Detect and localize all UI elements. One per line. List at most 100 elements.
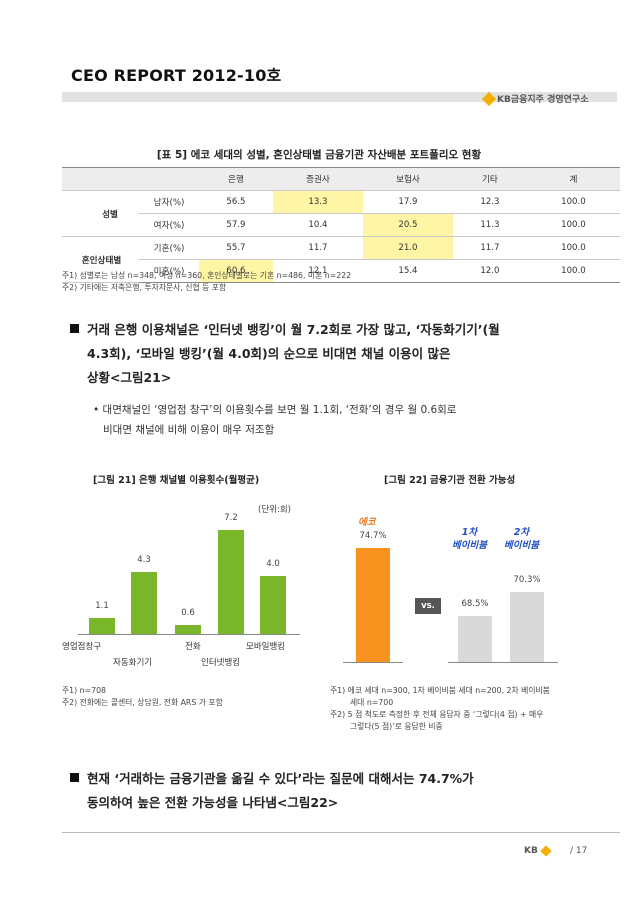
kb-star-icon (481, 91, 497, 106)
bar-value-label: 0.6 (181, 608, 195, 619)
figure21-note: 주1) n=708 (62, 686, 107, 695)
paragraph-line: 동의하여 높은 전환 가능성을 나타냄<그림22> (87, 795, 339, 810)
vs-badge: vs. (415, 598, 441, 614)
row-label: 남자(%) (139, 190, 199, 214)
figure22-note: 그렇다(5 점)’로 응답한 비중 (350, 722, 443, 731)
table-cell: 100.0 (526, 236, 620, 260)
footer-divider (62, 832, 620, 833)
table-cell: 100.0 (526, 259, 620, 283)
chart-bar (131, 571, 157, 634)
table-cell: 17.9 (362, 190, 453, 214)
figure21-notes: 주1) n=708 주2) 전화에는 콜센터, 상담원, 전화 ARS 가 포함 (62, 685, 223, 709)
paragraph-line: 4.3회), ‘모바일 뱅킹’(월 4.0회)의 순으로 비대면 채널 이용이 … (87, 346, 451, 361)
group-label: 혼인상태별 (62, 236, 139, 283)
table-cell: 57.9 (199, 213, 273, 237)
category-label: 에코 (358, 517, 376, 528)
table-cell: 11.7 (452, 236, 527, 260)
bar-value-label: 74.7% (359, 531, 387, 541)
category-label: 전화 (185, 642, 201, 652)
table-cell: 10.4 (272, 213, 363, 237)
figure22-title: [그림 22] 금융기관 전환 가능성 (384, 475, 516, 486)
figure22-note: 세대 n=700 (350, 698, 394, 707)
row-label: 여자(%) (139, 213, 199, 237)
table-cell: 12.1 (272, 259, 363, 283)
table-cell: 11.7 (272, 236, 363, 260)
sub-bullet-line: • 대면채널인 ‘영업점 창구’의 이용횟수를 보면 월 1.1회, ‘전화’의… (93, 404, 457, 416)
category-label: 영업점창구 (62, 642, 102, 652)
category-label: 모바일뱅킹 (246, 642, 286, 652)
table-cell: 60.6 (199, 259, 273, 283)
table-row: 혼인상태별 기혼(%) 55.7 11.7 21.0 11.7 100.0 (62, 236, 620, 283)
table-header-row: 은행 증권사 보험사 기타 계 (62, 167, 620, 191)
paragraph-line: 현재 ‘거래하는 금융기관을 옮길 수 있다’라는 질문에 대해서는 74.7%… (70, 767, 590, 791)
table-cell: 100.0 (526, 213, 620, 237)
page-number: / 17 (570, 846, 588, 856)
row-label: 미혼(%) (139, 259, 199, 283)
header-divider (62, 92, 617, 102)
bullet-square-icon (70, 324, 79, 333)
category-label: 인터넷뱅킹 (201, 658, 241, 668)
figure22-notes: 주1) 에코 세대 n=300, 1차 베이비붐 세대 n=200, 2차 베이… (330, 685, 550, 733)
table-notes: 주1) 성별로는 남성 n=348, 여성 n=360, 혼인상태별로는 기혼 … (62, 270, 351, 294)
paragraph-channels: 거래 은행 이용채널은 ‘인터넷 뱅킹’이 월 7.2회로 가장 많고, ‘자동… (70, 318, 590, 390)
table-cell: 12.0 (452, 259, 527, 283)
chart-bar (175, 625, 201, 634)
table-cell: 15.4 (362, 259, 453, 283)
chart-bar (218, 529, 244, 634)
column-header: 기타 (452, 167, 527, 191)
footer-brand-label: KB (524, 846, 538, 856)
figure21-title: [그림 21] 은행 채널별 이용횟수(월평균) (93, 475, 260, 486)
footer-brand: KB (524, 845, 552, 857)
table-cell: 56.5 (199, 190, 273, 214)
table-row: 미혼(%) 60.6 12.1 15.4 12.0 100.0 (62, 259, 620, 283)
row-label: 기혼(%) (139, 236, 199, 260)
bar-value-label: 7.2 (224, 512, 238, 523)
figure21-unit: (단위:회) (258, 505, 291, 515)
category-label: 자동화기기 (113, 658, 153, 668)
table-cell: 21.0 (362, 236, 453, 260)
table-cell: 20.5 (362, 213, 453, 237)
sub-bullet: • 대면채널인 ‘영업점 창구’의 이용횟수를 보면 월 1.1회, ‘전화’의… (93, 400, 593, 440)
bar-value-label: 68.5% (461, 599, 489, 609)
bullet-square-icon (70, 773, 79, 782)
header-empty (62, 167, 139, 191)
chart-bar (458, 616, 492, 662)
table-title: [표 5] 에코 세대의 성별, 혼인상태별 금융기관 자산배분 포트폴리오 현… (156, 149, 482, 161)
header-empty (139, 167, 199, 191)
table-cell: 13.3 (272, 190, 363, 214)
bar-value-label: 4.0 (266, 559, 280, 569)
category-label: 2차 베이비붐 (504, 527, 539, 551)
paragraph-switch: 현재 ‘거래하는 금융기관을 옮길 수 있다’라는 질문에 대해서는 74.7%… (70, 767, 590, 815)
bar-value-label: 1.1 (95, 601, 109, 612)
chart-bar (89, 618, 115, 634)
report-title: CEO REPORT 2012-10호 (71, 66, 282, 85)
figure21-note: 주2) 전화에는 콜센터, 상담원, 전화 ARS 가 포함 (62, 698, 223, 707)
table-cell: 55.7 (199, 236, 273, 260)
header-brand: KB금융지주 경영연구소 (481, 91, 589, 106)
sub-bullet-line: 비대면 채널에 비해 이용이 매우 저조함 (103, 424, 275, 436)
table-cell: 11.3 (452, 213, 527, 237)
portfolio-table: 은행 증권사 보험사 기타 계 성별 남자(%) 56.5 13.3 17.9 … (62, 167, 620, 283)
table-cell: 12.3 (452, 190, 527, 214)
paragraph-line: 거래 은행 이용채널은 ‘인터넷 뱅킹’이 월 7.2회로 가장 많고, ‘자동… (70, 318, 590, 342)
chart-bar (510, 592, 544, 662)
figure22-note: 주2) 5 점 척도로 측정한 후 전체 응답자 중 ‘그렇다(4 점) + 매… (330, 710, 544, 719)
bar-value-label: 4.3 (137, 554, 151, 565)
chart-bar (260, 576, 286, 634)
column-header: 계 (526, 167, 620, 191)
column-header: 보험사 (362, 167, 453, 191)
table-row: 여자(%) 57.9 10.4 20.5 11.3 100.0 (62, 213, 620, 237)
category-label: 1차 베이비붐 (452, 527, 487, 551)
kb-star-icon (540, 845, 552, 857)
chart-bar (356, 548, 390, 662)
paragraph-line: 상황<그림21> (87, 370, 172, 385)
figure21-axis (78, 634, 300, 635)
table-note: 주1) 성별로는 남성 n=348, 여성 n=360, 혼인상태별로는 기혼 … (62, 271, 352, 280)
column-header: 증권사 (272, 167, 363, 191)
bar-value-label: 70.3% (513, 575, 541, 585)
table-note: 주2) 기타에는 저축은행, 투자자문사, 신협 등 포함 (62, 283, 227, 292)
column-header: 은행 (199, 167, 273, 191)
figure22-note: 주1) 에코 세대 n=300, 1차 베이비붐 세대 n=200, 2차 베이… (330, 686, 550, 695)
table-row: 성별 남자(%) 56.5 13.3 17.9 12.3 100.0 (62, 190, 620, 237)
figure22-axis (448, 662, 558, 663)
